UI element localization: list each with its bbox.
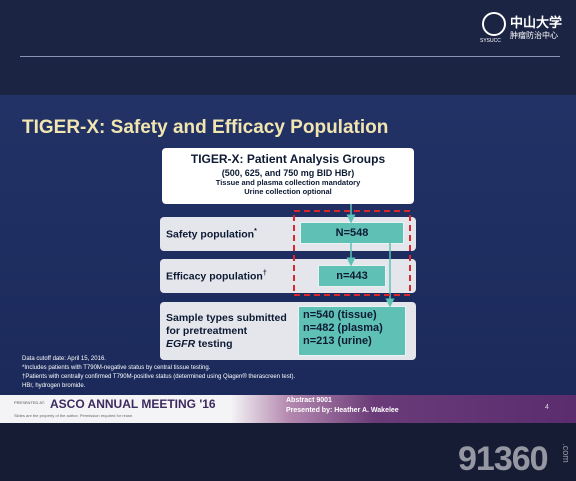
label-rest: testing: [195, 338, 233, 350]
abstract: Abstract 9001: [286, 397, 332, 404]
slide-title: TIGER-X: Safety and Efficacy Population: [22, 117, 389, 138]
logo-title: 中山大学: [510, 15, 563, 30]
samples-value: n=540 (tissue) n=482 (plasma) n=213 (uri…: [298, 306, 406, 356]
label-text: Efficacy population: [166, 270, 263, 283]
label-text: EGFR testing: [166, 338, 287, 351]
row-label: Efficacy population†: [166, 270, 267, 283]
footnote: Data cutoff date: April 15, 2016.: [22, 356, 106, 362]
footnote: HBr, hydrogen bromide.: [22, 383, 86, 389]
footnotes: Data cutoff date: April 15, 2016. *Inclu…: [22, 355, 295, 391]
marker: †: [262, 270, 267, 277]
groups-note: Tissue and plasma collection mandatory: [215, 178, 361, 187]
value-line: n=213 (urine): [303, 335, 372, 347]
groups-dose: (500, 625, and 750 mg BID HBr): [221, 168, 355, 178]
groups-note: Urine collection optional: [244, 187, 332, 196]
footer-band: [0, 395, 576, 423]
page-number: 4: [545, 404, 549, 411]
groups-box: TIGER-X: Patient Analysis Groups (500, 6…: [162, 148, 414, 204]
label-italic: EGFR: [166, 338, 196, 350]
logo-small: SYSUCC: [480, 38, 501, 44]
logo-icon: [482, 12, 506, 36]
row-label: Sample types submitted for pretreatment …: [166, 312, 287, 351]
footer-note: Slides are the property of the author. P…: [14, 413, 134, 418]
label-text: for pretreatment: [166, 325, 248, 337]
value-line: n=540 (tissue): [303, 309, 377, 321]
marker: *: [254, 228, 257, 235]
label-text: Safety population: [166, 228, 255, 241]
logo-subtitle: 肿瘤防治中心: [510, 31, 558, 40]
top-band: [0, 0, 576, 95]
watermark-domain: .com: [560, 443, 571, 463]
meeting: ASCO ANNUAL MEETING '16: [50, 397, 216, 411]
highlight-box: [293, 210, 411, 296]
watermark: 91360: [458, 440, 549, 478]
footnote: *Includes patients with T790M-negative s…: [22, 365, 211, 371]
label-text: Sample types submitted: [166, 312, 287, 324]
presented-at: PRESENTED AT:: [14, 400, 45, 405]
presenter: Presented by: Heather A. Wakelee: [286, 407, 399, 414]
groups-title: TIGER-X: Patient Analysis Groups: [190, 152, 386, 166]
footnote: †Patients with centrally confirmed T790M…: [22, 374, 296, 380]
row-label: Safety population*: [166, 228, 257, 241]
rule: [20, 56, 560, 57]
value-line: n=482 (plasma): [303, 322, 383, 334]
arrow: [385, 231, 402, 308]
